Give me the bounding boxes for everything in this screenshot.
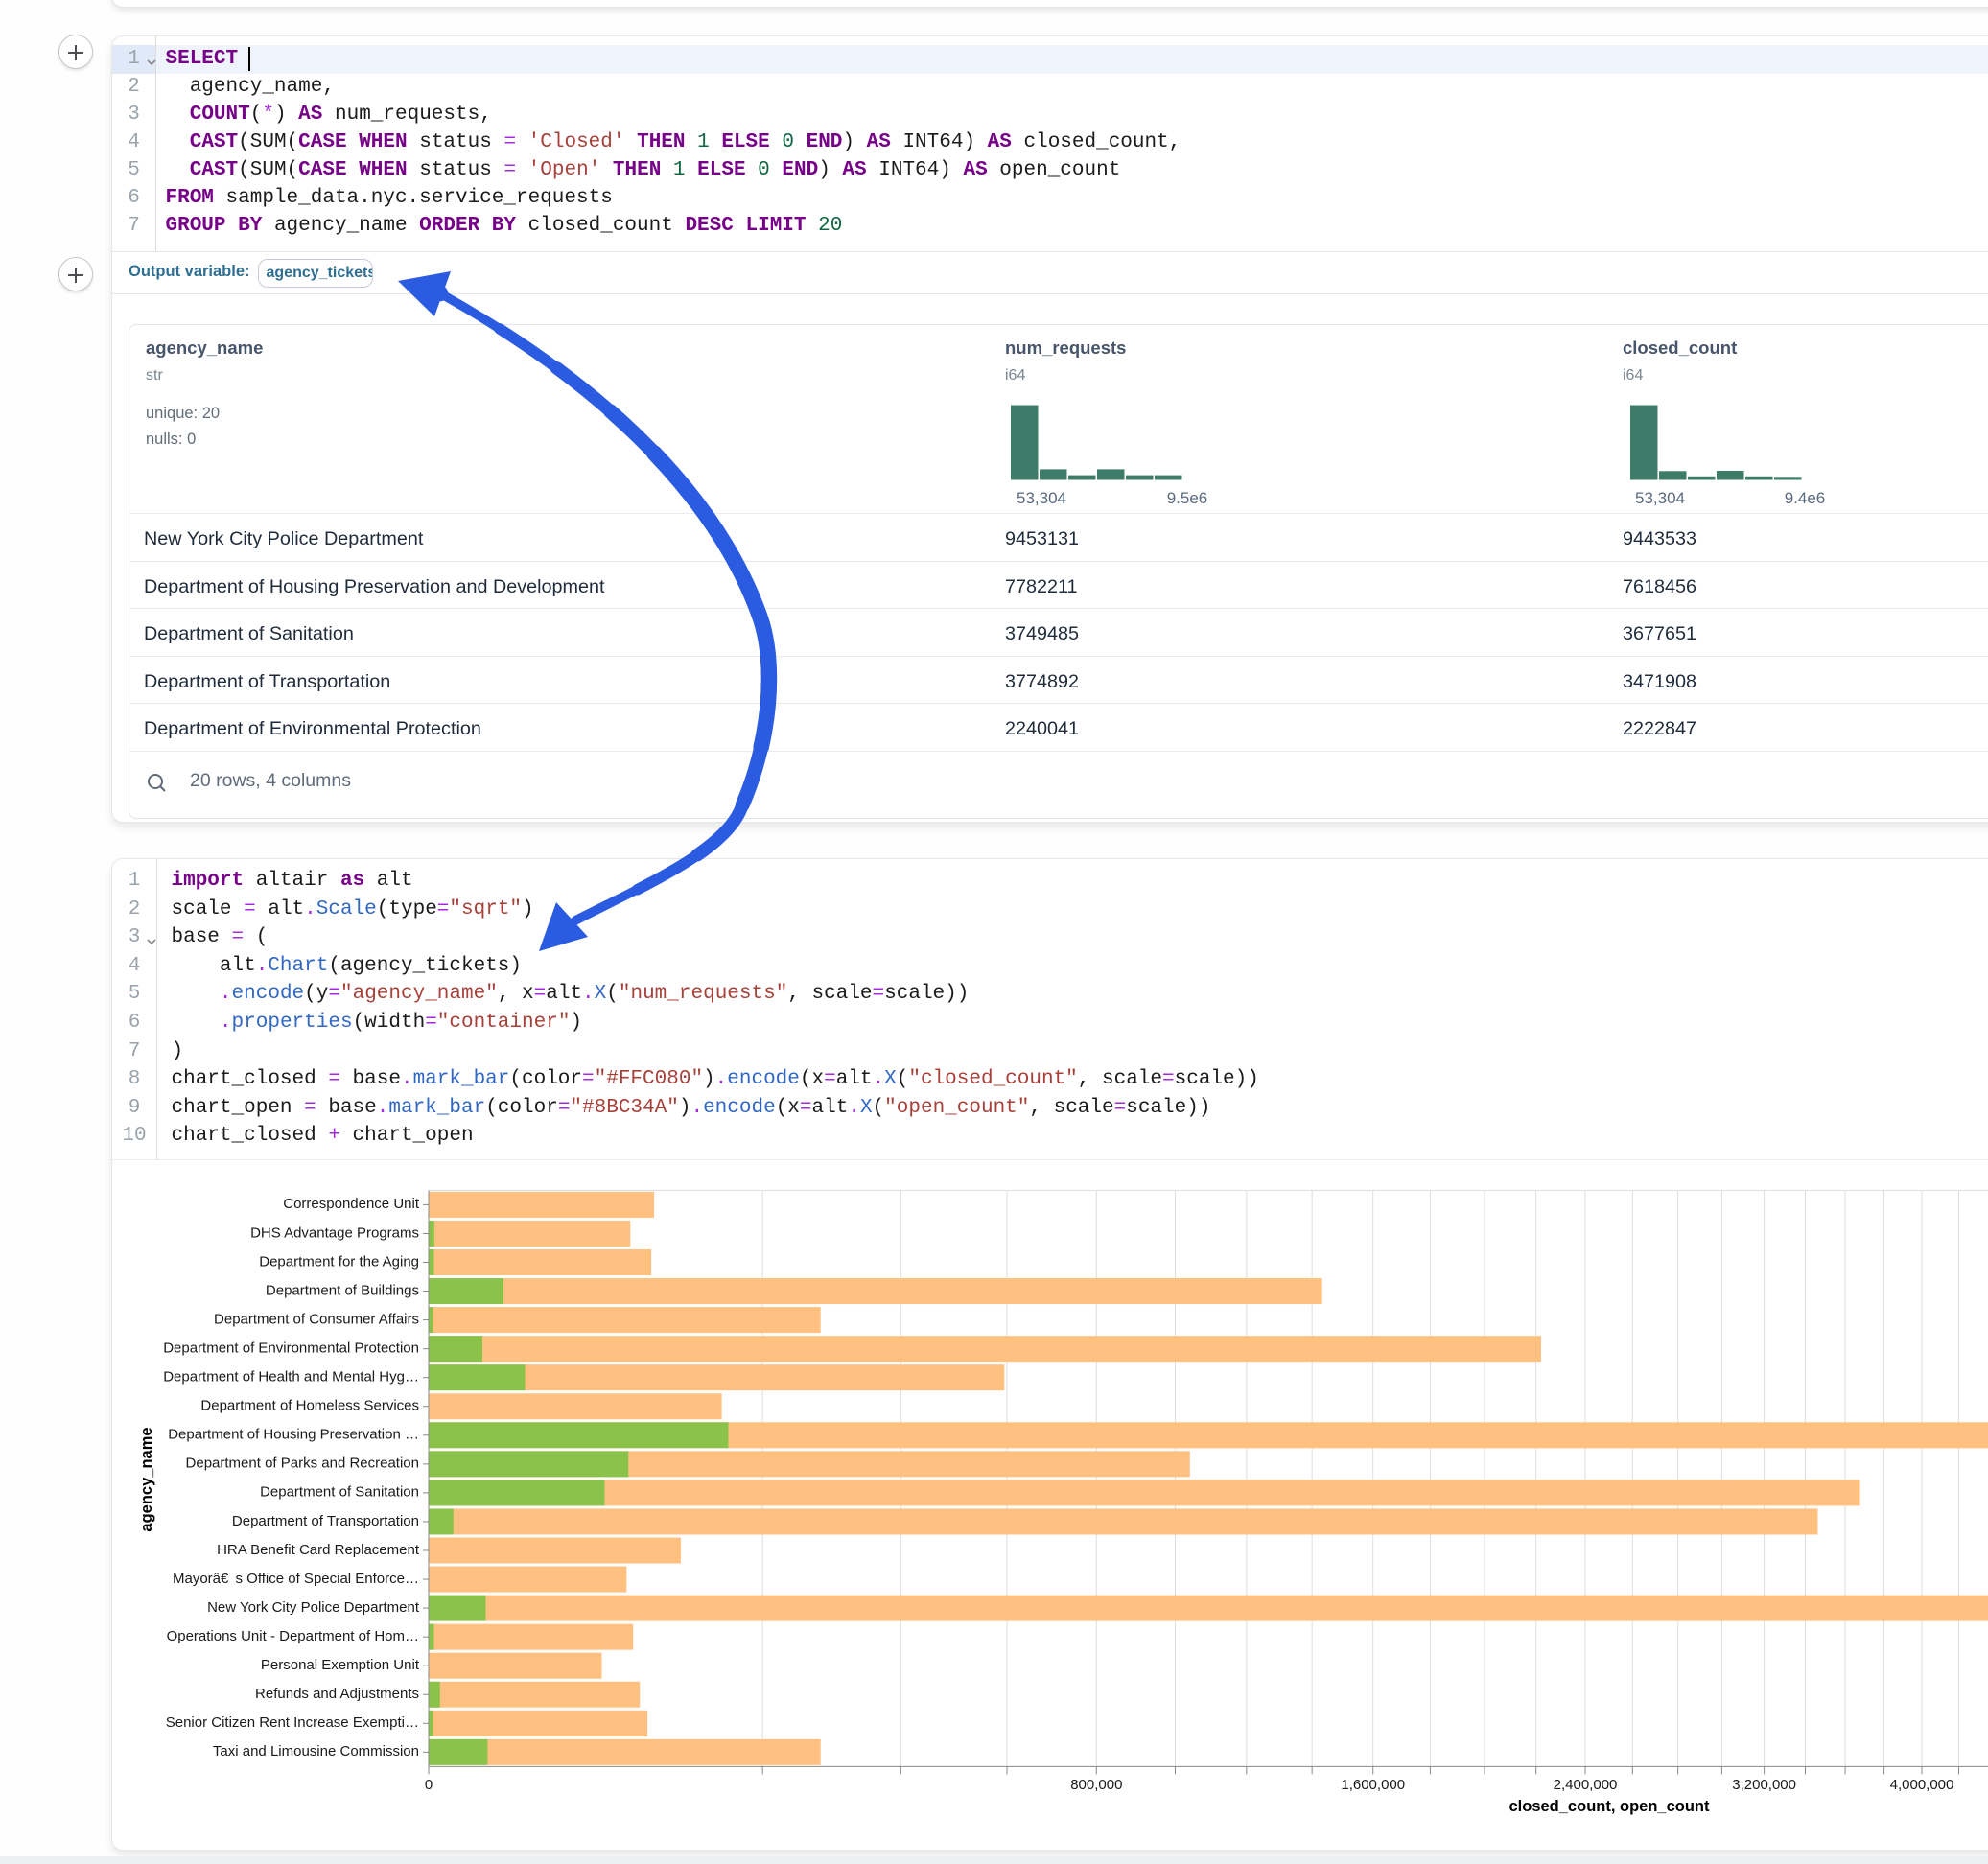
svg-text:closed_count, open_count: closed_count, open_count: [1509, 1798, 1710, 1815]
svg-text:1,600,000: 1,600,000: [1341, 1777, 1405, 1793]
svg-text:Mayorâ€ s Office of Special E: Mayorâ€ s Office of Special Enforce…: [173, 1571, 419, 1587]
svg-text:Department of Housing Preserva: Department of Housing Preservation …: [168, 1427, 419, 1443]
svg-text:New York City Police Departmen: New York City Police Department: [207, 1599, 420, 1616]
svg-text:0: 0: [425, 1777, 433, 1793]
svg-text:Operations Unit - Department o: Operations Unit - Department of Hom…: [167, 1628, 419, 1644]
svg-text:Taxi and Limousine Commission: Taxi and Limousine Commission: [213, 1743, 419, 1759]
svg-text:Personal Exemption Unit: Personal Exemption Unit: [261, 1657, 420, 1673]
svg-text:HRA Benefit Card Replacement: HRA Benefit Card Replacement: [217, 1542, 420, 1558]
svg-text:Department of Buildings: Department of Buildings: [266, 1282, 419, 1298]
svg-text:Department of Health and Menta: Department of Health and Mental Hyg…: [163, 1369, 419, 1386]
svg-text:Department of Environmental Pr: Department of Environmental Protection: [163, 1340, 419, 1356]
svg-text:agency_name: agency_name: [138, 1427, 155, 1531]
svg-text:DHS Advantage Programs: DHS Advantage Programs: [250, 1224, 419, 1241]
svg-text:Senior Citizen Rent Increase E: Senior Citizen Rent Increase Exempti…: [166, 1714, 419, 1731]
svg-text:4,000,000: 4,000,000: [1890, 1777, 1954, 1793]
svg-text:800,000: 800,000: [1070, 1777, 1122, 1793]
svg-text:2,400,000: 2,400,000: [1554, 1777, 1618, 1793]
svg-text:Department of Homeless Service: Department of Homeless Services: [200, 1398, 419, 1414]
svg-text:Department of Transportation: Department of Transportation: [232, 1513, 419, 1529]
svg-text:Department of Sanitation: Department of Sanitation: [260, 1484, 419, 1501]
svg-text:Department of Parks and Recrea: Department of Parks and Recreation: [186, 1456, 419, 1472]
svg-text:Department for the Aging: Department for the Aging: [259, 1253, 419, 1270]
svg-text:Refunds and Adjustments: Refunds and Adjustments: [255, 1686, 419, 1702]
svg-text:Correspondence Unit: Correspondence Unit: [283, 1196, 420, 1212]
svg-text:Department of Consumer Affairs: Department of Consumer Affairs: [214, 1311, 419, 1327]
svg-text:3,200,000: 3,200,000: [1732, 1777, 1796, 1793]
